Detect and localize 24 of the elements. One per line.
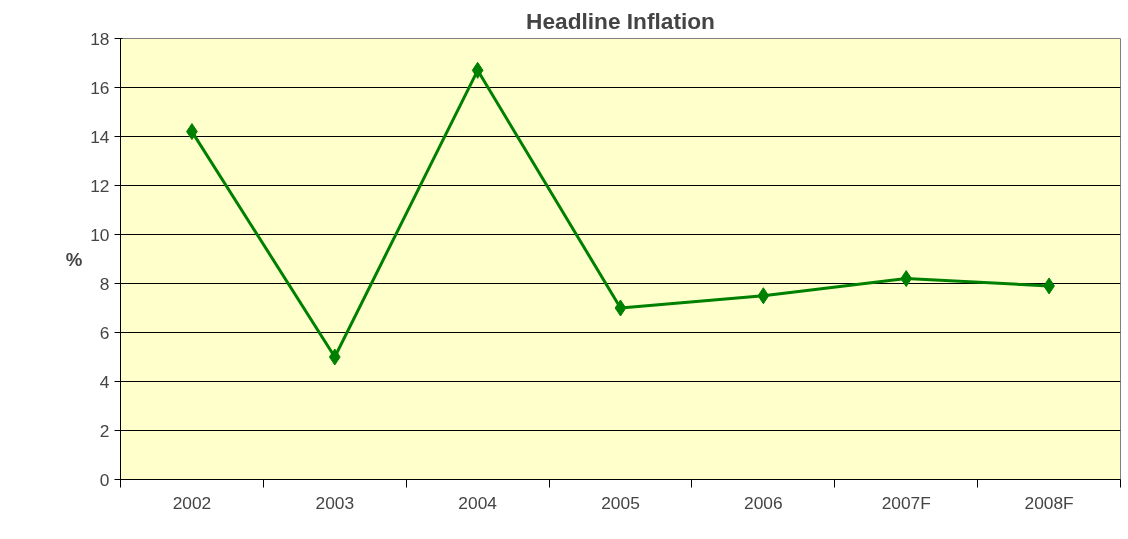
x-tick-label: 2008F <box>1024 492 1074 513</box>
y-tick-label: 6 <box>99 322 110 343</box>
x-tick-label: 2006 <box>744 492 783 513</box>
x-tick-label: 2002 <box>172 492 212 513</box>
y-tick-label: 14 <box>90 126 110 147</box>
x-tick-label: 2004 <box>458 492 498 513</box>
y-tick-label: 8 <box>99 273 110 294</box>
x-tick-label: 2005 <box>601 492 640 513</box>
point <box>471 61 484 79</box>
point <box>614 299 627 317</box>
point <box>757 287 770 305</box>
point <box>328 348 341 366</box>
y-tick-label: 16 <box>90 77 110 98</box>
y-tick-label: 10 <box>90 224 110 245</box>
y-tick-label: 0 <box>99 469 110 490</box>
chart-title: Headline Inflation <box>526 7 715 34</box>
x-tick-label: 2003 <box>315 492 355 513</box>
y-tick-label: 18 <box>90 28 110 49</box>
y-tick-label: 4 <box>99 371 110 392</box>
point <box>900 270 913 288</box>
x-tick-label: 2007F <box>881 492 931 513</box>
y-tick-label: 12 <box>90 175 110 196</box>
y-axis-title: % <box>65 248 83 270</box>
y-tick-label: 2 <box>99 420 110 441</box>
